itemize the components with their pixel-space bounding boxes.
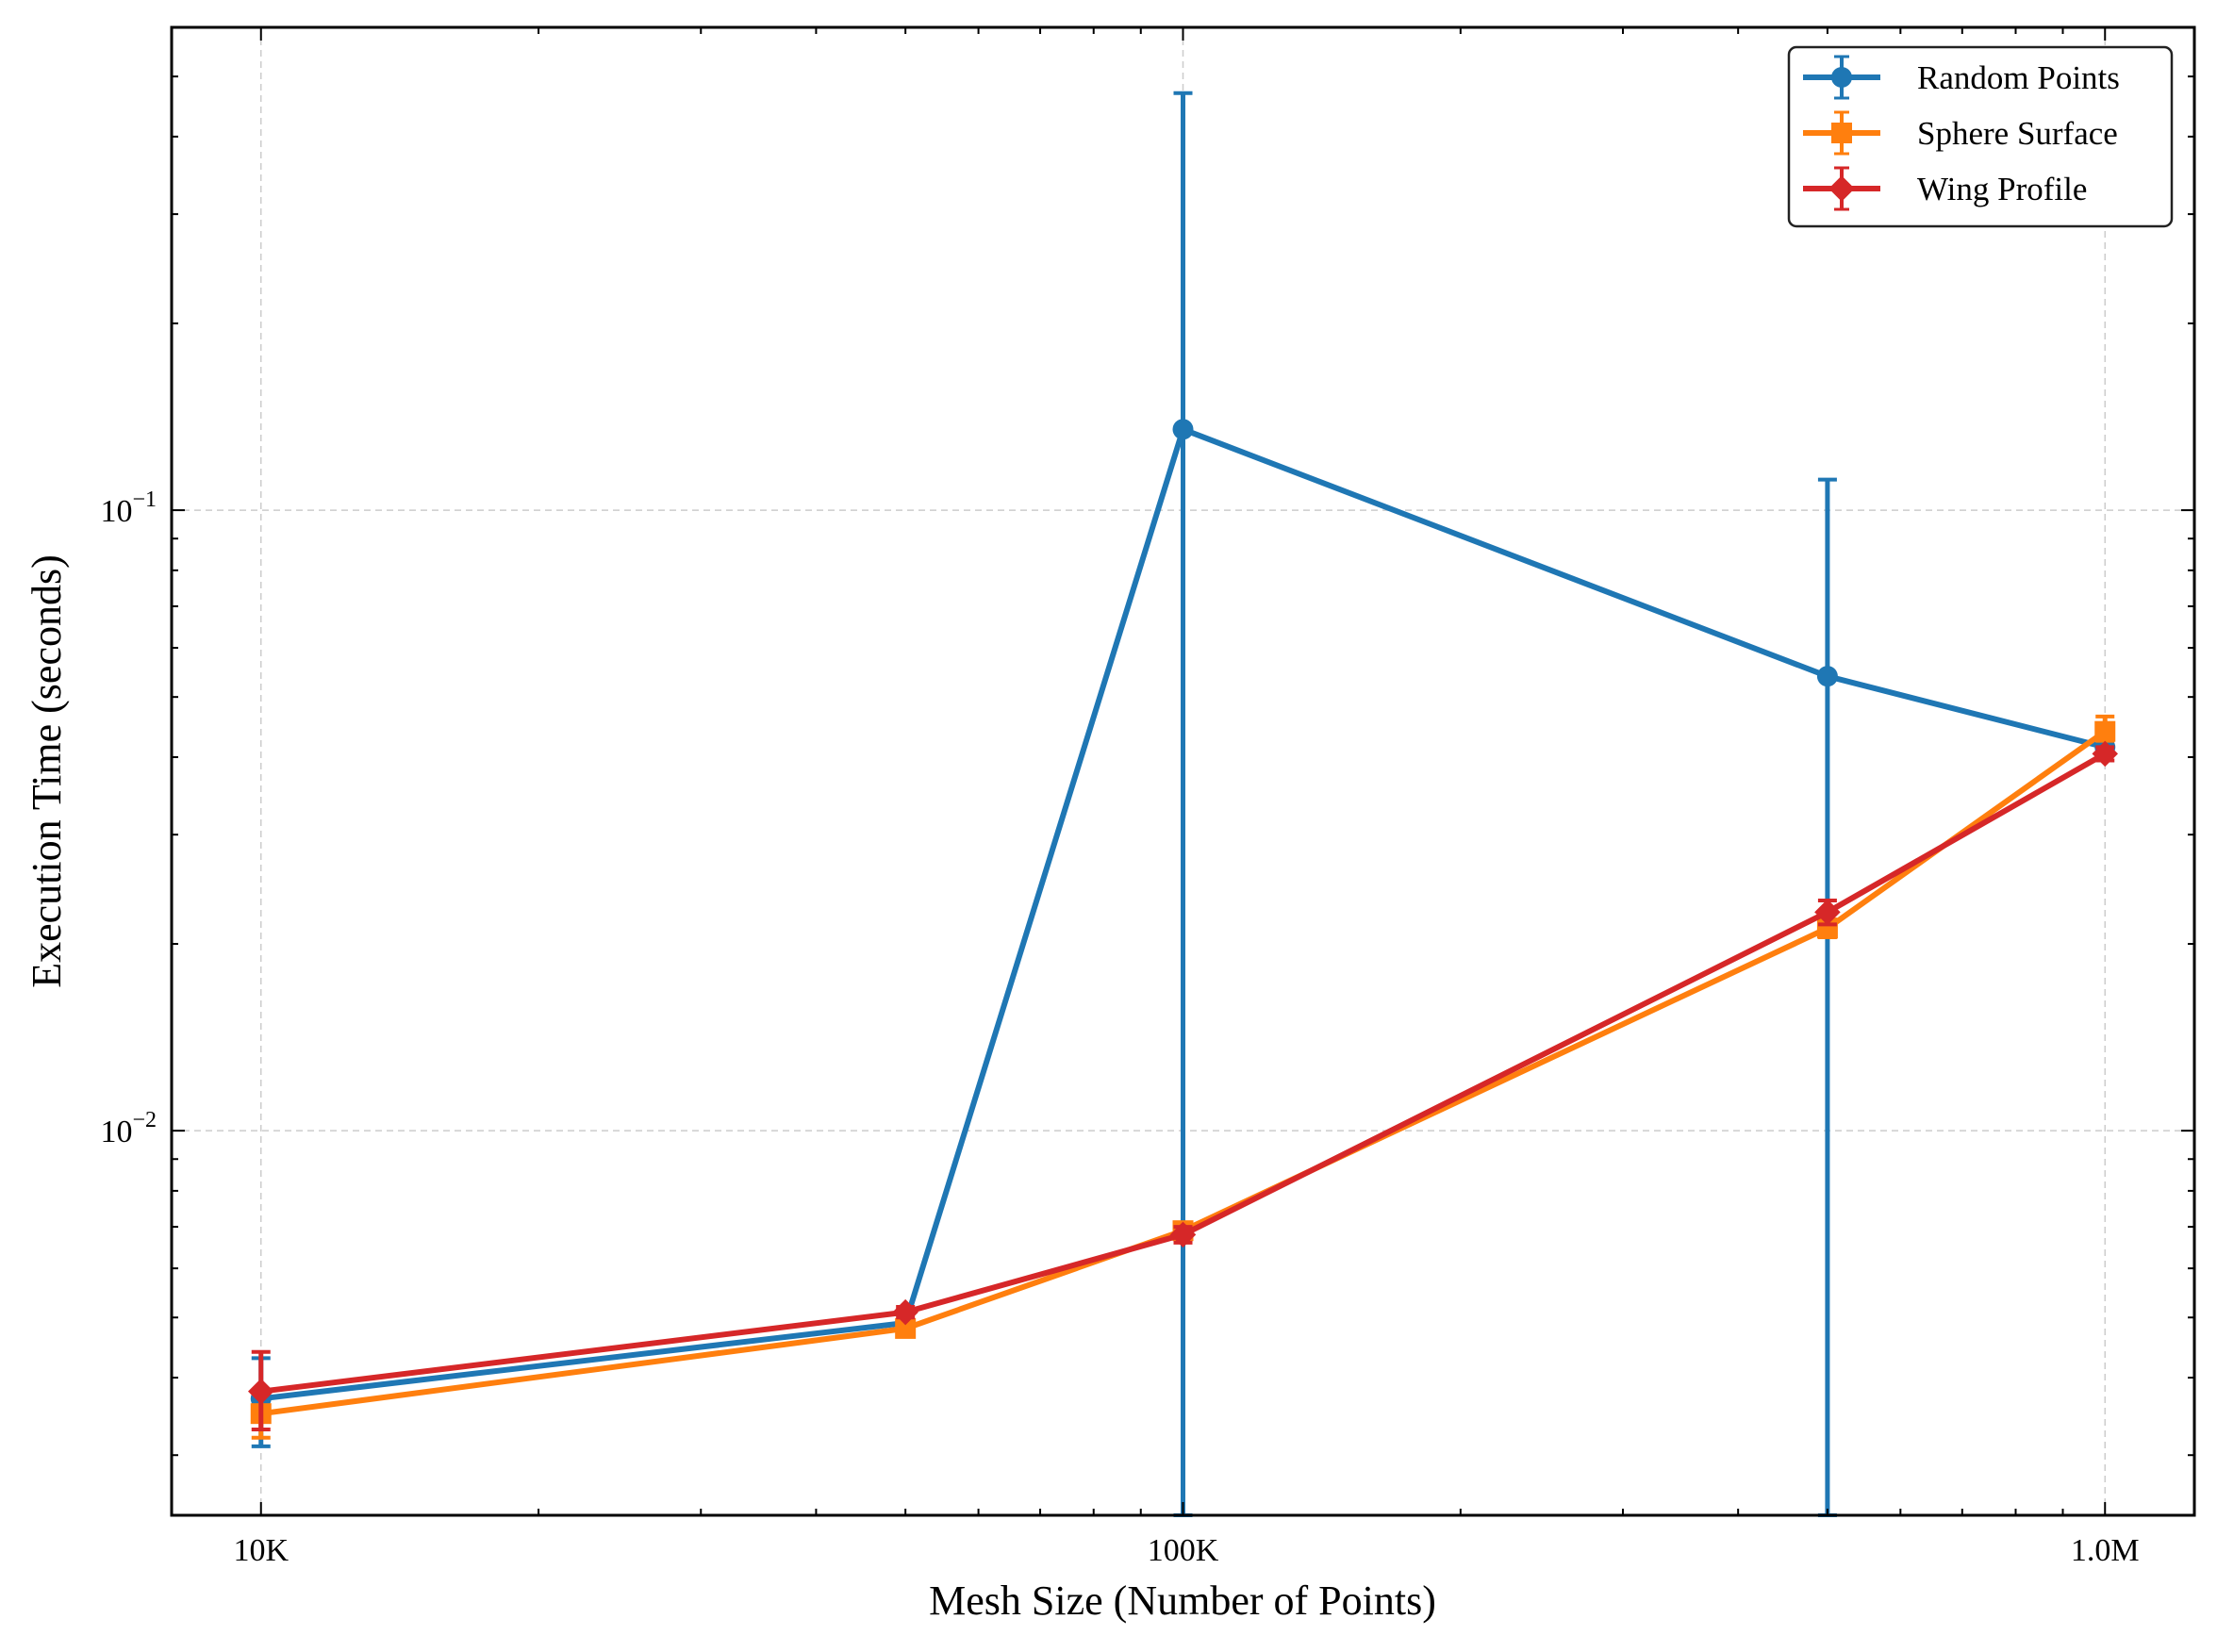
legend-item-random-points: Random Points: [1803, 55, 2120, 100]
legend-label: Random Points: [1917, 59, 2120, 96]
legend-label: Sphere Surface: [1917, 115, 2118, 152]
legend-label: Wing Profile: [1917, 171, 2087, 207]
random-points-series: [250, 91, 2116, 1517]
wing-profile-point: [1814, 899, 1841, 926]
legend-marker: [1828, 175, 1855, 202]
x-tick-label: 10K: [233, 1533, 289, 1568]
legend-box: [1787, 45, 2174, 228]
sphere-surface-point: [2094, 720, 2116, 742]
sphere-surface-point: [895, 1317, 917, 1339]
y-tick-base: 10: [100, 494, 132, 529]
y-tick-base: 10: [100, 1115, 132, 1149]
wing-profile-series: [248, 740, 2118, 1431]
series-layer: [248, 91, 2118, 1517]
y-tick-label: 10−1: [100, 487, 157, 529]
wing-profile-point: [892, 1298, 918, 1326]
legend-marker: [1831, 67, 1852, 88]
wing-profile-point: [1169, 1221, 1197, 1248]
legend-item-wing-profile: Wing Profile: [1803, 166, 2087, 211]
legend-item-sphere-surface: Sphere Surface: [1803, 110, 2118, 156]
random-points-point: [1172, 419, 1194, 440]
axis-ticks: [172, 27, 2194, 1515]
y-tick-label: 10−2: [100, 1108, 157, 1149]
y-tick-exponent: −2: [132, 1108, 157, 1132]
x-axis-title: Mesh Size (Number of Points): [929, 1578, 1436, 1624]
random-points-point: [1816, 666, 1838, 687]
legend: Random Points Sphere Surface Wing Profile: [1787, 45, 2174, 228]
legend-items: Random Points Sphere Surface Wing Profile: [1803, 55, 2120, 211]
wing-profile-point: [2092, 740, 2118, 768]
y-axis-title: Execution Time (seconds): [24, 554, 70, 988]
legend-marker: [1831, 123, 1852, 143]
y-tick-exponent: −1: [132, 487, 157, 512]
wing-profile-point: [248, 1378, 274, 1405]
x-tick-label: 1.0M: [2071, 1533, 2140, 1568]
x-tick-label: 100K: [1148, 1533, 1219, 1568]
